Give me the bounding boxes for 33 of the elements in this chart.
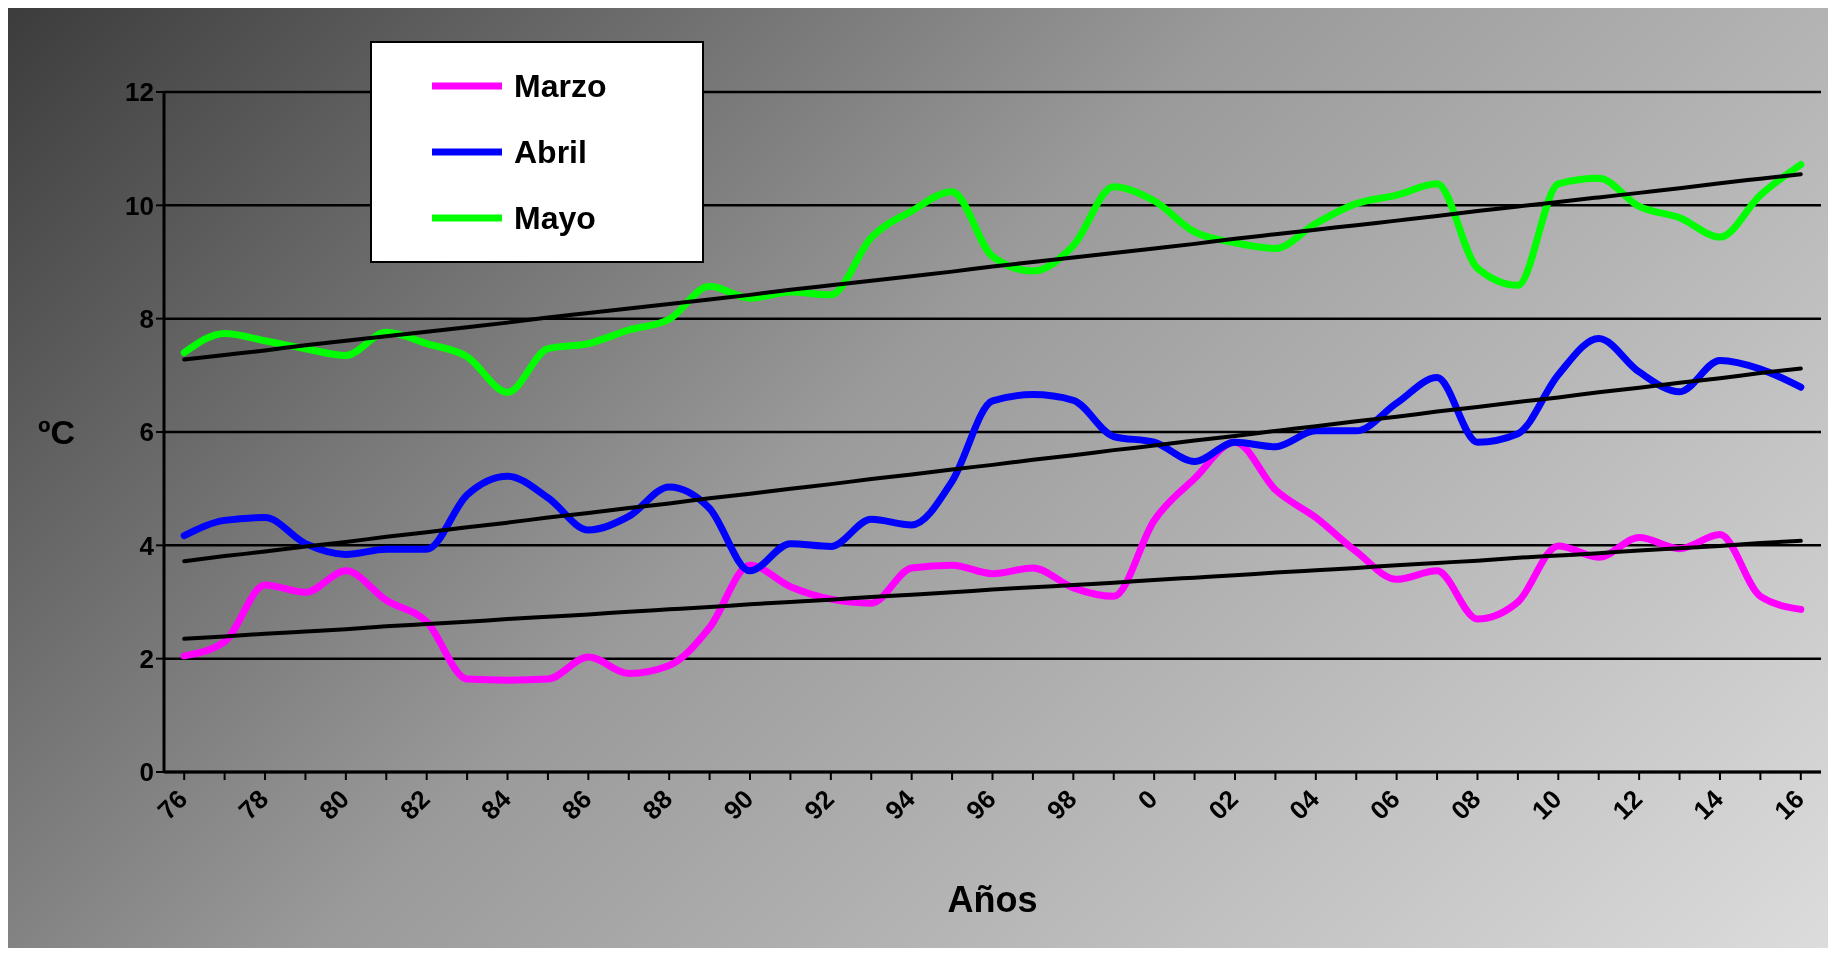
x-tick-label: 84 — [474, 783, 518, 826]
y-tick-label: 6 — [139, 417, 154, 448]
x-tick-label: 04 — [1283, 783, 1326, 826]
x-tick-label: 92 — [798, 783, 840, 826]
x-axis-title: Años — [947, 879, 1038, 920]
y-tick-label: 12 — [125, 77, 154, 108]
x-tick-label: 90 — [717, 783, 760, 826]
y-tick-label: 4 — [139, 530, 155, 561]
y-tick-label: 10 — [125, 190, 154, 221]
x-tick-label: 0 — [1131, 783, 1164, 816]
x-tick-label: 86 — [555, 783, 598, 826]
x-tick-label: 98 — [1040, 783, 1083, 826]
x-tick-label: 12 — [1606, 783, 1649, 826]
x-tick-label: 96 — [959, 783, 1002, 826]
x-tick-label: 94 — [879, 783, 922, 826]
x-tick-label: 80 — [313, 783, 355, 826]
y-tick-label: 2 — [139, 643, 154, 674]
x-tick-label: 88 — [636, 783, 679, 826]
x-tick-label: 14 — [1687, 783, 1730, 826]
x-tick-label: 08 — [1444, 783, 1487, 826]
x-tick-label: 10 — [1525, 783, 1568, 826]
legend-label: Abril — [514, 133, 587, 171]
x-tick-label: 16 — [1768, 783, 1810, 826]
x-tick-label: 82 — [394, 783, 436, 826]
x-tick-label: 78 — [232, 783, 275, 826]
x-tick-label: 02 — [1202, 783, 1245, 826]
y-tick-label: 8 — [139, 303, 154, 334]
y-tick-label: 0 — [139, 757, 154, 788]
legend-label: Mayo — [514, 199, 596, 237]
x-tick-label: 76 — [151, 783, 194, 826]
x-tick-label: 06 — [1364, 783, 1406, 826]
legend-label: Marzo — [514, 67, 607, 105]
y-axis-title: ºC — [38, 413, 75, 452]
